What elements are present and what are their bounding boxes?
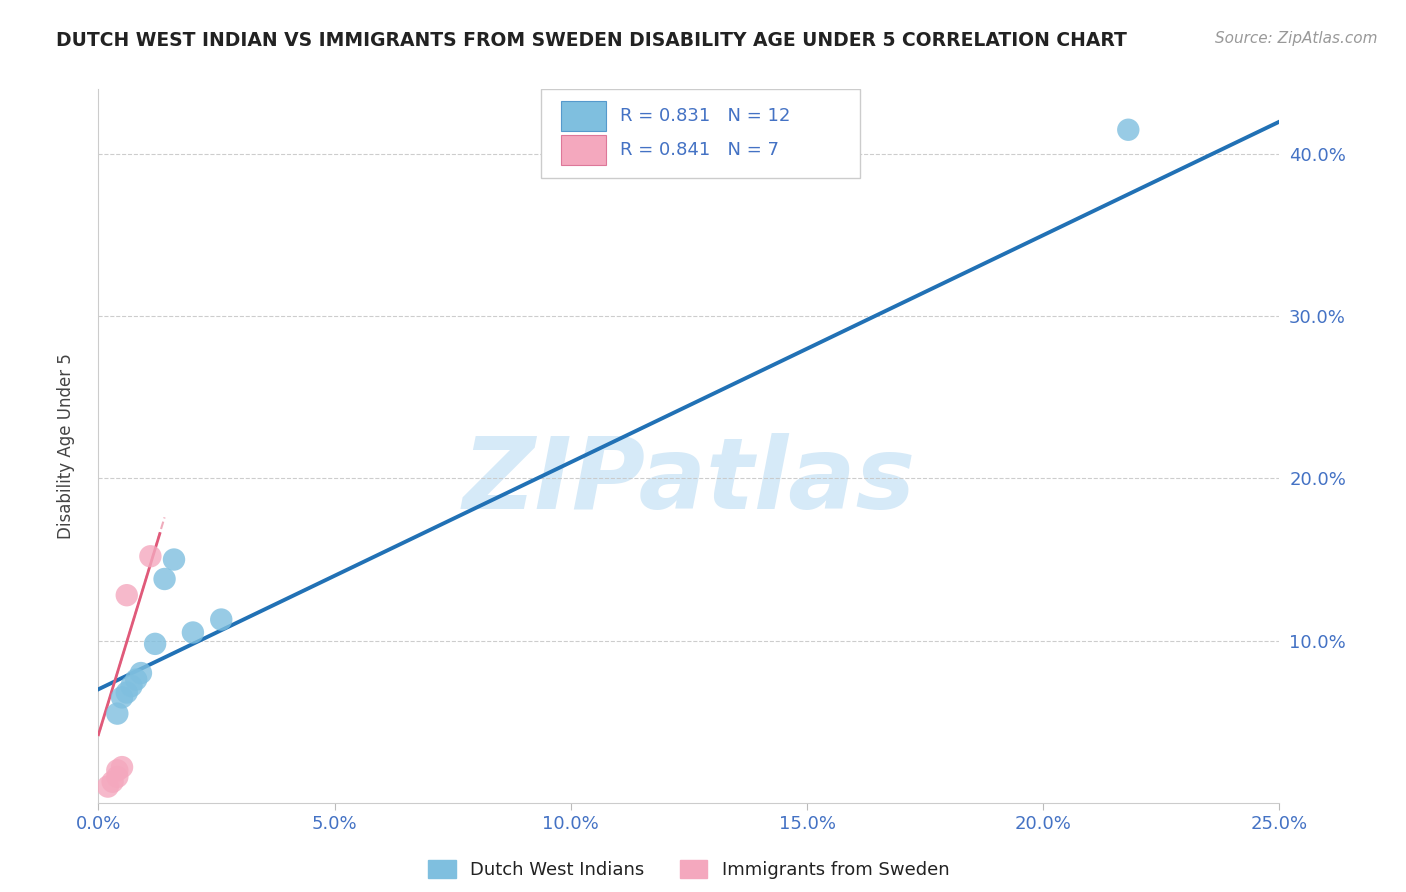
Point <box>105 706 128 721</box>
FancyBboxPatch shape <box>561 101 606 130</box>
Text: R = 0.841   N = 7: R = 0.841 N = 7 <box>620 141 779 159</box>
Point <box>101 774 124 789</box>
Point <box>153 572 176 586</box>
Point <box>139 549 162 564</box>
Point <box>115 588 138 602</box>
Point <box>143 637 166 651</box>
Point <box>163 552 186 566</box>
Point <box>129 666 152 681</box>
Point <box>1116 122 1139 136</box>
Point <box>97 780 120 794</box>
Point <box>111 690 134 705</box>
FancyBboxPatch shape <box>541 89 860 178</box>
Point <box>209 613 232 627</box>
Text: R = 0.831   N = 12: R = 0.831 N = 12 <box>620 107 790 125</box>
Point <box>125 673 148 687</box>
Text: Source: ZipAtlas.com: Source: ZipAtlas.com <box>1215 31 1378 46</box>
Text: ZIPatlas: ZIPatlas <box>463 434 915 530</box>
Legend: Dutch West Indians, Immigrants from Sweden: Dutch West Indians, Immigrants from Swed… <box>422 853 956 887</box>
Point <box>121 679 143 693</box>
FancyBboxPatch shape <box>561 135 606 165</box>
Point <box>115 685 138 699</box>
Point <box>181 625 204 640</box>
Text: DUTCH WEST INDIAN VS IMMIGRANTS FROM SWEDEN DISABILITY AGE UNDER 5 CORRELATION C: DUTCH WEST INDIAN VS IMMIGRANTS FROM SWE… <box>56 31 1128 50</box>
Point <box>105 764 128 778</box>
Y-axis label: Disability Age Under 5: Disability Age Under 5 <box>56 353 75 539</box>
Point <box>111 760 134 774</box>
Point <box>105 770 128 784</box>
